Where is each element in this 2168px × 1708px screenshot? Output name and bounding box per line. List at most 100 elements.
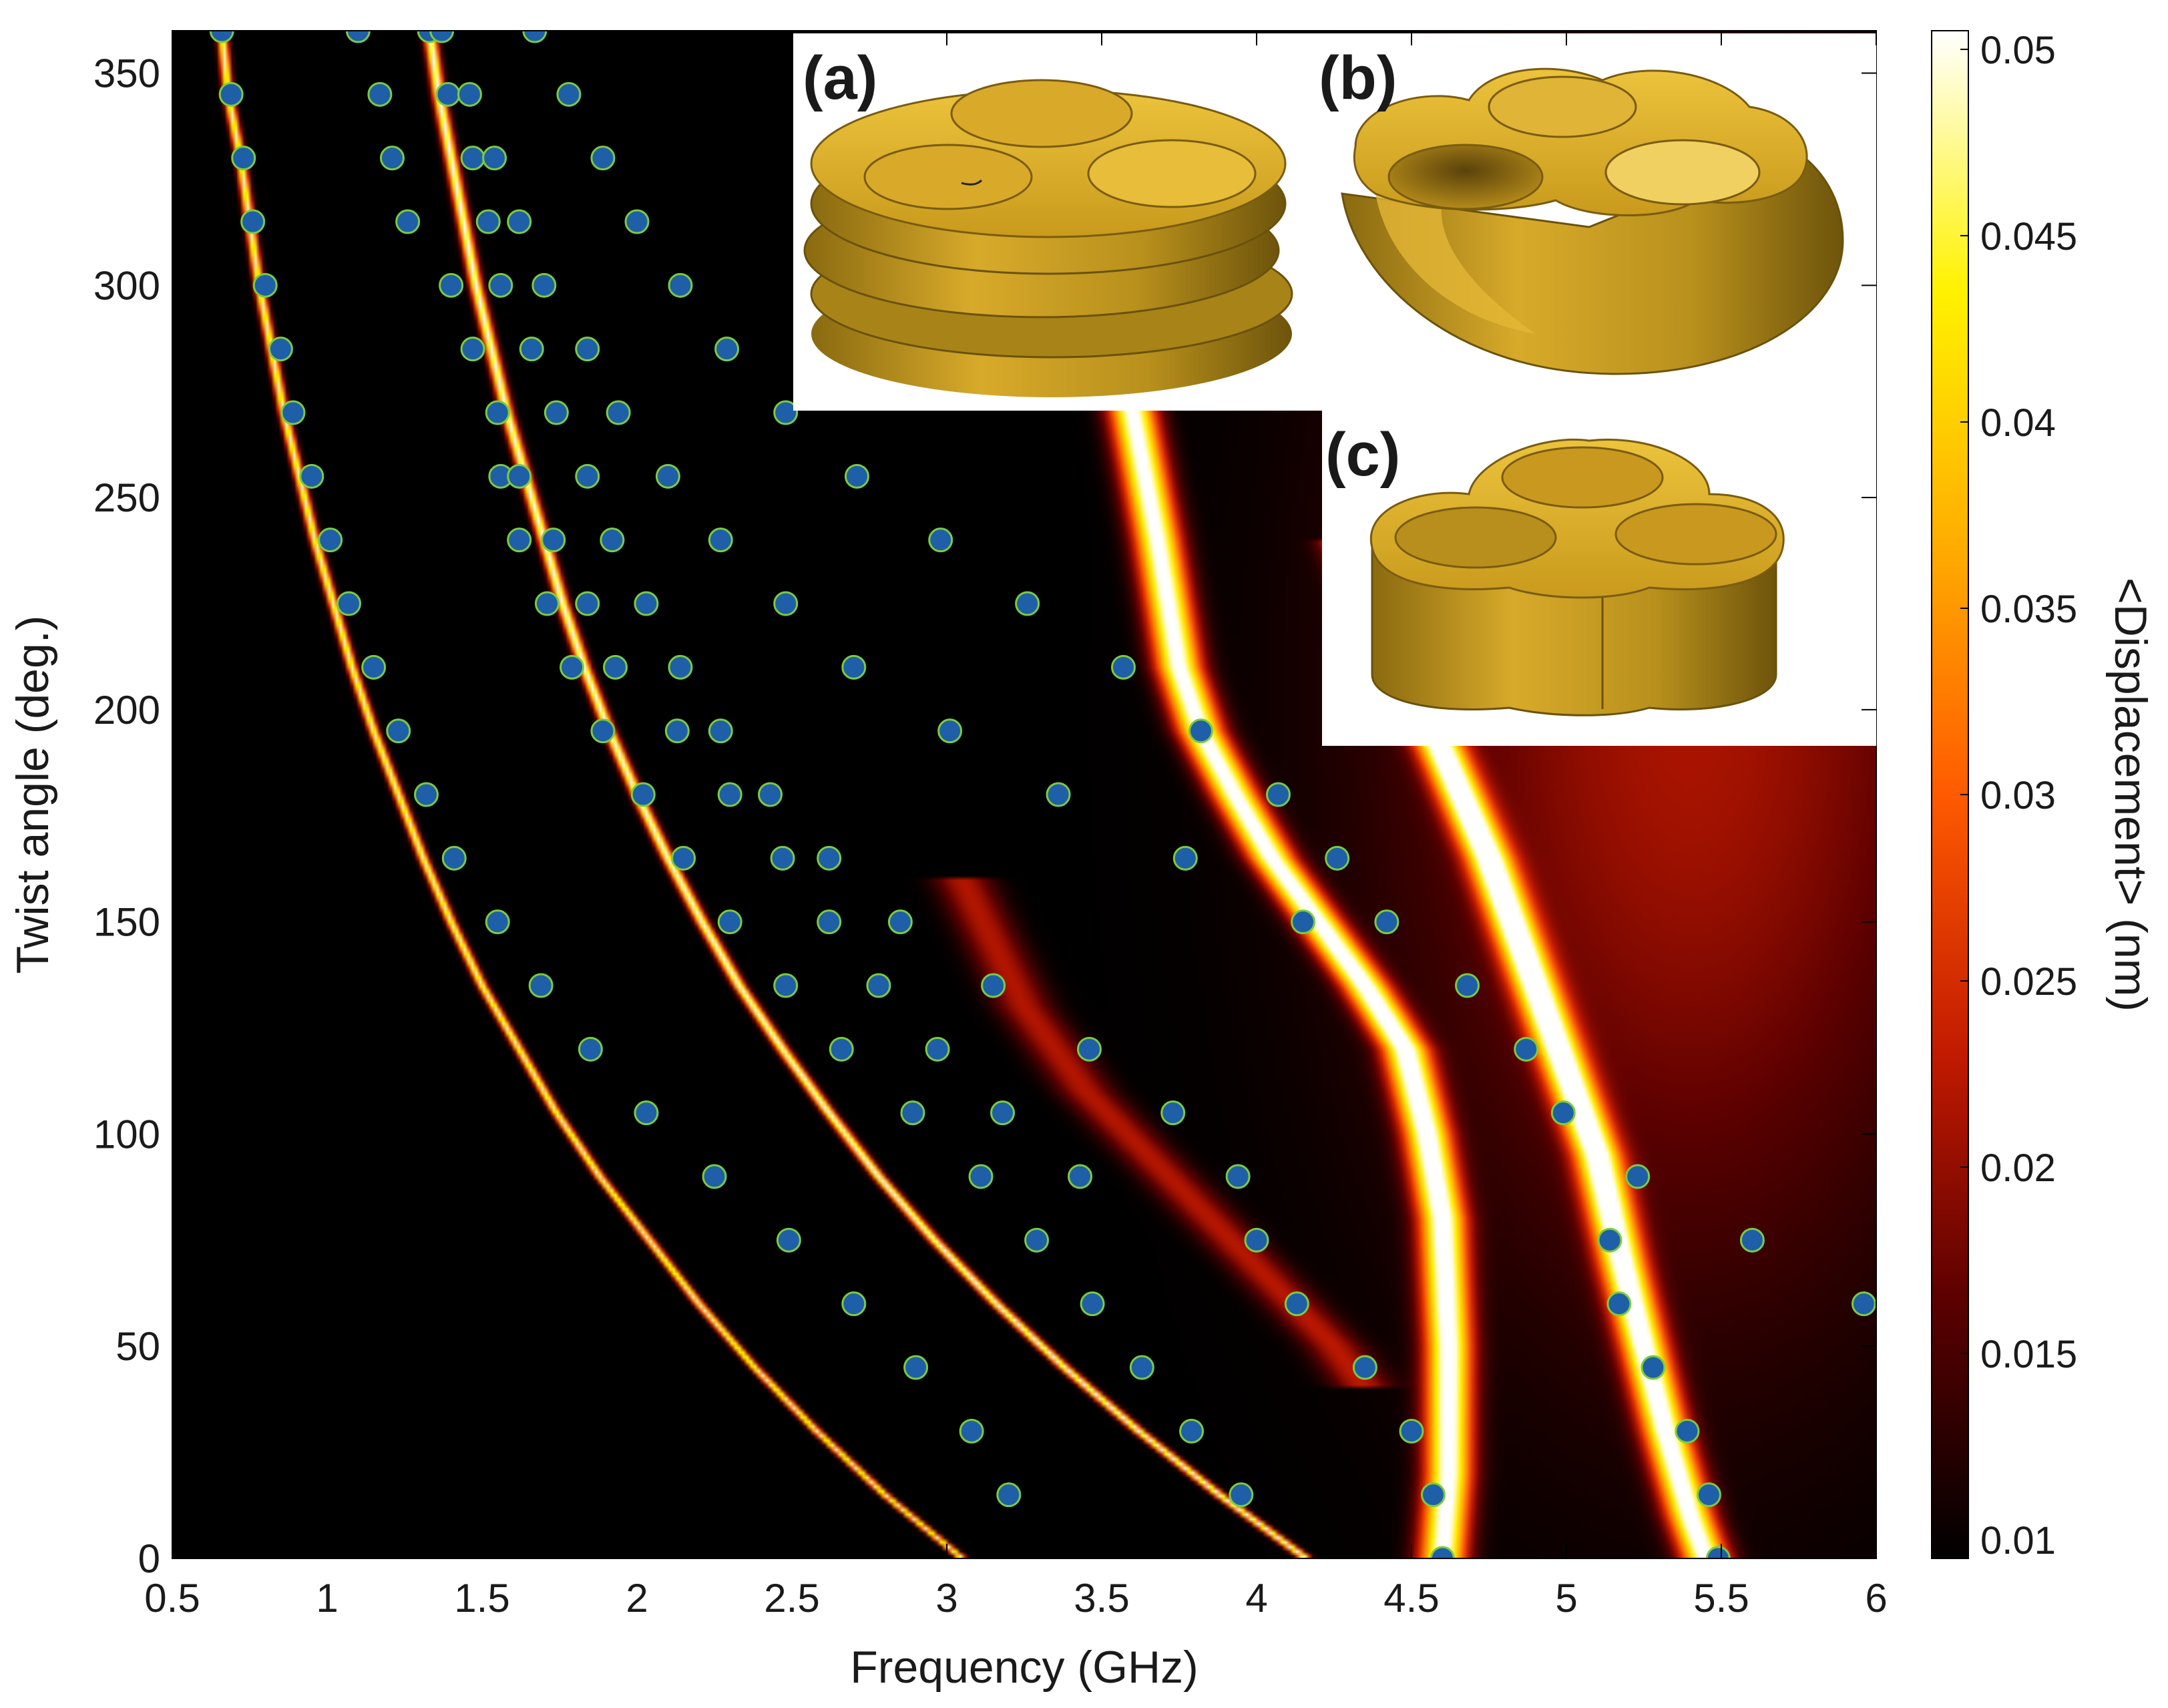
x-tick-label: 2.5 <box>764 1576 819 1621</box>
resonance-marker <box>1739 1227 1765 1253</box>
resonance-marker <box>460 337 485 362</box>
resonance-marker <box>634 1100 659 1126</box>
resonance-marker <box>507 209 532 234</box>
resonance-marker <box>900 1100 925 1126</box>
resonance-marker <box>1015 591 1040 616</box>
resonance-marker <box>1160 1100 1186 1126</box>
resonance-marker <box>702 1164 727 1189</box>
resonance-marker <box>630 782 656 807</box>
resonance-marker <box>379 146 405 171</box>
resonance-marker <box>485 400 510 425</box>
x-tick-label: 4 <box>1245 1576 1267 1621</box>
resonance-marker <box>531 272 557 298</box>
resonance-marker <box>959 1418 984 1444</box>
colorbar-tick-label: 0.01 <box>1980 1519 2056 1562</box>
resonance-marker <box>841 654 867 680</box>
x-tick-label: 5 <box>1555 1576 1577 1621</box>
resonance-marker <box>1696 1482 1721 1508</box>
resonance-marker <box>1076 1036 1102 1062</box>
resonance-marker <box>990 1100 1016 1126</box>
resonance-marker <box>844 463 869 489</box>
resonance-marker <box>457 81 482 107</box>
resonance-marker <box>925 1036 950 1062</box>
resonance-marker <box>1129 1355 1154 1380</box>
resonance-marker <box>634 591 659 616</box>
resonance-marker <box>866 973 891 998</box>
x-tick-label: 2 <box>626 1576 648 1621</box>
resonance-marker <box>1284 1291 1309 1317</box>
resonance-marker <box>218 81 244 107</box>
x-tick-label: 5.5 <box>1693 1576 1749 1621</box>
x-axis-label: Frequency (GHz) <box>850 1642 1198 1693</box>
x-tick-label: 3.5 <box>1074 1576 1129 1621</box>
resonance-marker <box>981 973 1006 998</box>
resonance-marker <box>1225 1164 1251 1189</box>
resonance-marker <box>887 909 913 935</box>
resonance-marker <box>1080 1291 1105 1317</box>
resonance-marker <box>600 527 625 553</box>
resonance-marker <box>231 146 256 171</box>
resonance-marker <box>488 272 513 298</box>
resonance-marker <box>528 973 554 998</box>
resonance-marker <box>1291 909 1316 935</box>
resonance-marker <box>714 337 740 362</box>
inset-panel-c: (c) <box>1322 411 1876 746</box>
resonance-marker <box>441 845 467 871</box>
resonance-marker <box>773 400 799 425</box>
resonance-marker <box>1705 1546 1731 1558</box>
resonance-marker <box>318 527 343 553</box>
resonance-marker <box>937 718 963 744</box>
resonance-marker <box>1455 973 1480 998</box>
resonance-marker <box>1244 1227 1269 1253</box>
resonance-marker <box>1229 1482 1254 1508</box>
colorbar-tick-label: 0.025 <box>1980 960 2077 1004</box>
resonance-marker <box>603 654 628 680</box>
y-tick-label: 300 <box>93 263 160 308</box>
y-tick-label: 200 <box>93 688 160 732</box>
resonance-marker <box>1110 654 1136 680</box>
inset-panel-ab: (a) (b) <box>793 33 1876 411</box>
inset-c-label: (c) <box>1325 421 1400 489</box>
colorbar-label: <Displacement> (nm) <box>2105 578 2156 1012</box>
resonance-marker <box>1374 909 1399 935</box>
resonance-marker <box>773 591 799 616</box>
resonance-marker <box>482 146 507 171</box>
resonance-marker <box>968 1164 994 1189</box>
x-tick-label: 0.5 <box>144 1576 200 1621</box>
resonance-marker <box>717 782 742 807</box>
colorbar-tick-label: 0.035 <box>1980 588 2077 631</box>
y-tick-label: 50 <box>116 1324 160 1369</box>
resonance-marker <box>624 209 650 234</box>
resonance-marker <box>575 591 600 616</box>
resonance-marker <box>485 909 510 935</box>
colorbar: 0.01 0.015 0.02 0.025 0.03 0.035 0.04 0.045 0.05 <box>1931 29 2077 1562</box>
resonance-marker <box>429 31 455 43</box>
resonance-marker <box>606 400 631 425</box>
y-tick-label: 250 <box>93 475 160 520</box>
resonance-marker <box>544 400 569 425</box>
resonance-marker <box>671 845 696 871</box>
colorbar-tick-label: 0.05 <box>1980 29 2056 72</box>
x-tick-label: 1.5 <box>454 1576 509 1621</box>
resonance-marker <box>1625 1164 1651 1189</box>
resonance-marker <box>817 909 842 935</box>
x-tick-label: 1 <box>316 1576 338 1621</box>
resonance-marker <box>435 81 461 107</box>
resonance-marker <box>1514 1036 1539 1062</box>
colorbar-tick-label: 0.045 <box>1980 215 2077 258</box>
resonance-marker <box>336 591 361 616</box>
resonance-marker <box>1606 1291 1632 1317</box>
x-axis: 0.5 1 1.5 2 2.5 3 3.5 4 4.5 5 5.5 6 <box>144 31 1888 1621</box>
x-tick-label: 6 <box>1865 1576 1887 1621</box>
resonance-marker <box>345 31 371 43</box>
resonance-marker <box>560 654 585 680</box>
resonance-marker <box>668 272 693 298</box>
resonance-marker <box>776 1227 801 1253</box>
inset-a: (a) <box>803 44 1293 397</box>
resonance-marker <box>1179 1418 1205 1444</box>
y-tick-label: 350 <box>93 51 160 96</box>
y-tick-label: 150 <box>93 900 160 945</box>
inset-a-label: (a) <box>803 44 877 112</box>
resonance-marker <box>1265 782 1291 807</box>
